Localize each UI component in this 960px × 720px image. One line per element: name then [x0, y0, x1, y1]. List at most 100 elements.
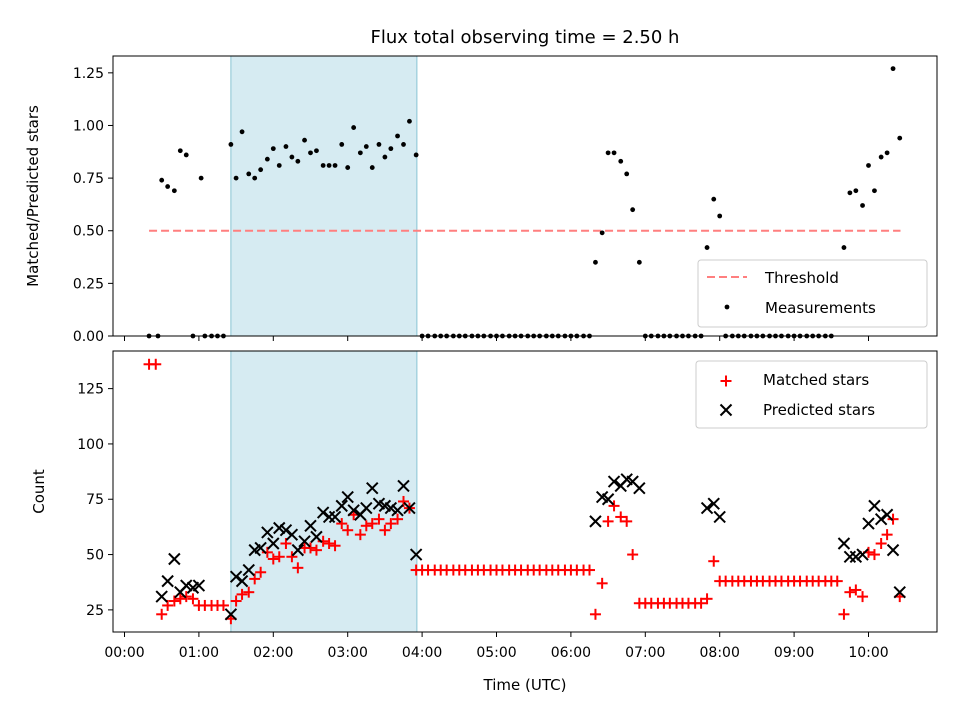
- ratio-y-ticks: 0.00 0.25 0.50 0.75 1.00 1.25: [73, 66, 113, 345]
- x-tick-label: 05:00: [476, 645, 516, 661]
- matched-point: [627, 549, 639, 561]
- predicted-point: [837, 537, 851, 550]
- matched-point: [286, 551, 298, 563]
- matched-point: [273, 551, 285, 563]
- measurement-point: [258, 167, 264, 173]
- matched-point: [385, 518, 397, 530]
- measurement-point: [339, 142, 345, 147]
- predicted-point: [291, 543, 305, 557]
- y-tick-label: 0.25: [73, 276, 104, 292]
- measurement-point: [711, 196, 717, 202]
- matched-point: [379, 524, 391, 536]
- measurement-point: [326, 163, 332, 168]
- matched-point: [236, 588, 248, 600]
- observing-interval: [230, 350, 418, 633]
- predicted-point: [347, 504, 360, 517]
- measurement-point: [872, 188, 877, 194]
- y-tick-label: 25: [86, 603, 104, 619]
- predicted-point: [335, 499, 348, 513]
- y-tick-label: 1.00: [73, 118, 104, 134]
- predicted-point: [254, 541, 267, 555]
- measurement-point: [382, 154, 388, 160]
- matched-point: [615, 511, 627, 523]
- matched-point: [174, 593, 186, 605]
- measurement-point: [270, 146, 276, 152]
- x-tick-label: 00:00: [104, 645, 144, 661]
- matched-point: [255, 566, 267, 578]
- measurement-point: [624, 171, 630, 177]
- counts-y-ticks: 25 50 75 100 125: [77, 382, 113, 619]
- measurement-point: [314, 148, 319, 154]
- y-tick-label: 50: [86, 548, 104, 564]
- measurement-point: [890, 66, 896, 72]
- measurement-point: [376, 142, 382, 147]
- counts-x-ticks: 00:00 01:00 02:00 03:00 04:00 05:00 06:00 07:00…: [104, 632, 889, 661]
- measurement-point: [345, 165, 351, 170]
- measurement-point: [246, 171, 252, 177]
- predicted-point: [242, 563, 255, 577]
- matched-point: [857, 591, 869, 603]
- y-tick-label: 75: [86, 492, 104, 508]
- matched-point: [305, 542, 316, 554]
- matched-point: [292, 562, 304, 574]
- matched-point: [621, 515, 633, 527]
- predicted-point: [224, 608, 238, 621]
- measurement-point: [847, 190, 853, 196]
- predicted-point: [700, 501, 714, 515]
- x-tick-label: 09:00: [774, 645, 814, 661]
- measurement-point: [320, 163, 326, 168]
- legend-cross-mark: [719, 403, 733, 417]
- ratio-panel: 0.00 0.25 0.50 0.75 1.00 1.25 Matched/Predict…: [24, 55, 938, 345]
- measurement-point: [717, 213, 723, 219]
- measurement-point: [233, 175, 239, 181]
- legend-plus-mark: [720, 375, 732, 387]
- legend-measurements-label: Measurements: [765, 299, 876, 317]
- measurement-point: [183, 152, 189, 158]
- measurement-point: [177, 148, 183, 154]
- predicted-point: [155, 590, 168, 603]
- chart-title: Flux total observing time = 2.50 h: [371, 27, 680, 48]
- measurement-point: [252, 175, 258, 181]
- predicted-point: [409, 548, 423, 561]
- predicted-point: [235, 574, 249, 588]
- x-tick-label: 04:00: [402, 645, 442, 661]
- measurement-point: [878, 154, 884, 160]
- predicted-point: [328, 510, 342, 524]
- matched-point: [180, 591, 192, 603]
- predicted-point: [298, 535, 311, 548]
- measurement-point: [593, 259, 598, 265]
- matched-point: [323, 537, 335, 549]
- legend-matched-label: Matched stars: [763, 371, 869, 389]
- measurement-point: [369, 165, 375, 170]
- matched-point: [280, 537, 292, 549]
- measurement-point: [165, 184, 171, 189]
- matched-point: [168, 595, 180, 607]
- measurement-point: [618, 158, 624, 164]
- matched-point: [875, 537, 887, 549]
- y-tick-label: 0.50: [73, 224, 104, 240]
- legend-predicted-swatch: [719, 403, 733, 417]
- predicted-point: [168, 552, 181, 566]
- measurement-point: [853, 188, 859, 194]
- x-tick-label: 03:00: [328, 645, 368, 661]
- matched-point: [329, 540, 341, 552]
- y-tick-label: 1.25: [73, 66, 104, 82]
- legend-measurements-swatch: [724, 304, 730, 310]
- ratio-y-axis-label: Matched/Predicted stars: [24, 105, 42, 287]
- measurement-point: [264, 156, 270, 162]
- matched-point: [162, 599, 174, 611]
- measurement-point: [276, 163, 282, 168]
- predicted-point: [267, 537, 280, 550]
- measurement-point: [884, 150, 890, 156]
- measurement-point: [841, 245, 847, 250]
- matched-point: [868, 549, 880, 561]
- predicted-point: [341, 490, 354, 504]
- measurement-point: [308, 150, 313, 156]
- matched-point: [373, 513, 385, 525]
- ratio-axes-frame: [112, 55, 938, 337]
- y-tick-label: 100: [77, 437, 104, 453]
- matched-point: [366, 518, 378, 530]
- matched-point: [267, 553, 279, 565]
- counts-y-axis-label: Count: [30, 469, 48, 514]
- measurement-point: [636, 259, 642, 265]
